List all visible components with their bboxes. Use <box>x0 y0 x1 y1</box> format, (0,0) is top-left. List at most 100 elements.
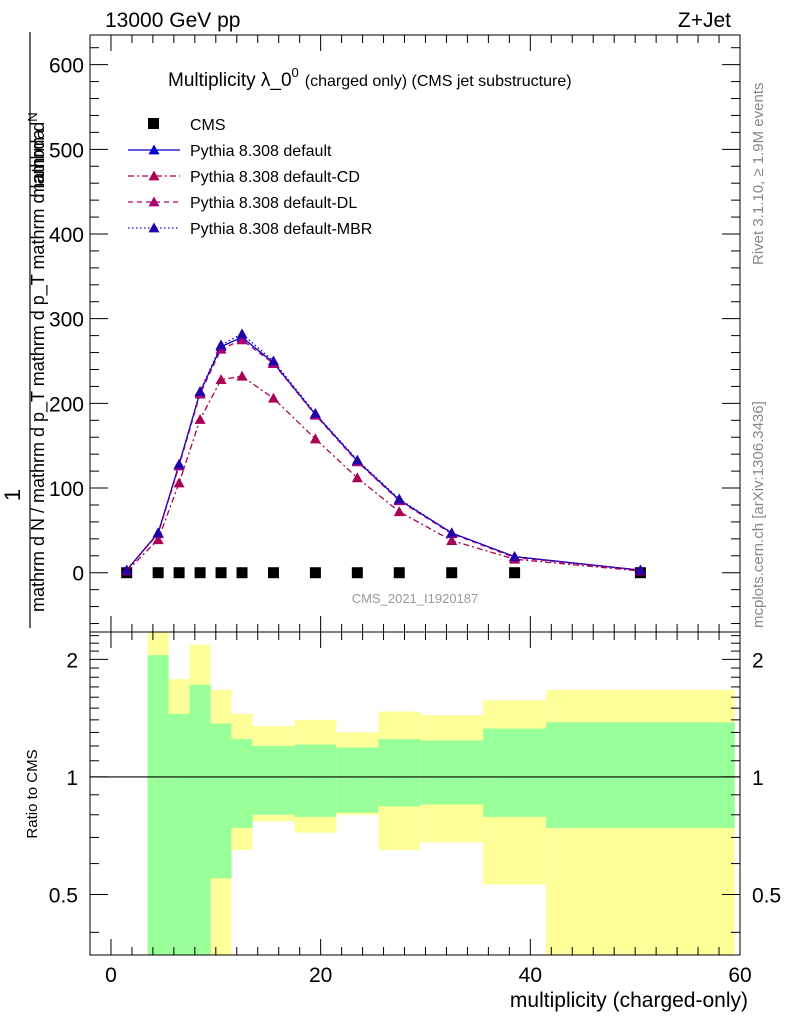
legend-marker-cms <box>148 118 159 129</box>
series-2-marker <box>194 413 206 424</box>
ratio-uncertainty-band-green <box>189 684 211 955</box>
series-2-marker <box>236 370 248 381</box>
x-tick-label: 20 <box>309 964 332 987</box>
ratio-uncertainty-band-green <box>168 713 190 955</box>
series-4-marker <box>215 339 227 350</box>
ratio-uncertainty-band-green <box>231 739 253 829</box>
main-axis-ticks: 0 100 200 300 400 500 600 <box>49 35 741 632</box>
cms-data-point <box>236 567 248 579</box>
main-y-tick-label: 100 <box>49 478 84 501</box>
series-2-marker <box>215 374 227 385</box>
series-4-marker <box>393 493 405 504</box>
series-4-marker <box>509 551 521 562</box>
series-2-marker <box>393 506 405 517</box>
ratio-uncertainty-band-green <box>210 723 232 879</box>
series-4-marker <box>194 386 206 396</box>
series-4-marker <box>309 408 321 418</box>
x-axis-label: multiplicity (charged-only) <box>510 989 748 1012</box>
series-2-marker <box>173 477 185 488</box>
legend-marker <box>148 170 160 181</box>
ratio-y-label: Ratio to CMS <box>24 749 41 838</box>
header-collision-label: 13000 GeV pp <box>105 9 240 32</box>
plot-title: Multiplicity λ_00(charged only) (CMS jet… <box>168 65 572 91</box>
legend-label: Pythia 8.308 default-DL <box>190 195 357 212</box>
main-series-group <box>121 328 646 579</box>
legend-label: CMS <box>190 117 226 134</box>
cms-data-point <box>152 567 164 579</box>
main-y-tick-label: 200 <box>49 393 84 416</box>
main-y-tick-label: 600 <box>49 55 84 78</box>
cms-data-point <box>446 567 458 579</box>
ratio-uncertainty-band-green <box>420 740 484 805</box>
analysis-watermark: CMS_2021_I1920187 <box>352 591 479 606</box>
legend: CMS Pythia 8.308 default Pythia 8.308 defa… <box>128 117 372 238</box>
series-2-marker <box>309 433 321 444</box>
ratio-axis-ticks: 0.5 0.51 12 20 20 40 60 <box>49 632 781 987</box>
cms-data-point <box>173 567 185 579</box>
series-4-marker <box>236 328 248 339</box>
series-1-line <box>126 336 641 571</box>
legend-label: Pythia 8.308 default <box>190 143 332 160</box>
series-4-line <box>126 333 641 571</box>
ratio-y-tick-label: 1 <box>66 767 78 790</box>
ratio-y-tick-label-right: 0.5 <box>752 885 781 908</box>
series-3-line <box>126 339 641 571</box>
main-plot: 0 100 200 300 400 500 600 Multiplicity λ_00(ch… <box>49 34 741 633</box>
ratio-uncertainty-band-green <box>294 744 337 817</box>
series-4-marker <box>121 564 133 575</box>
legend-marker <box>148 144 160 155</box>
cms-data-point <box>215 567 227 579</box>
cms-data-point <box>509 567 521 579</box>
ratio-uncertainty-band-green <box>147 655 169 955</box>
ratio-plot-frame <box>89 631 741 956</box>
mcplots-label: mcplots.cern.ch [arXiv:1306.3436] <box>750 401 767 628</box>
ratio-bands <box>147 632 735 955</box>
main-y-tick-label: 0 <box>72 563 84 586</box>
main-y-tick-label: 400 <box>49 224 84 247</box>
legend-label: Pythia 8.308 default-CD <box>190 169 360 186</box>
ratio-uncertainty-band-green <box>378 739 421 807</box>
series-3-marker <box>236 334 248 345</box>
series-2-marker <box>446 535 458 545</box>
x-tick-label: 40 <box>519 964 542 987</box>
legend-marker <box>148 222 160 233</box>
ratio-uncertainty-band-green <box>336 747 379 813</box>
main-y-axis-label: 1 mathrm dN mathrm d N / mathrm d p_T ma… <box>0 32 49 628</box>
ratio-y-tick-label: 2 <box>66 649 78 672</box>
series-4-marker <box>267 355 279 366</box>
rivet-version-label: Rivet 3.1.10, ≥ 1.9M events <box>750 83 767 266</box>
header-process-label: Z+Jet <box>678 9 731 32</box>
series-4-marker <box>634 564 646 575</box>
main-plot-frame <box>89 34 741 633</box>
y-label-numerator: mathrm dN <box>25 112 48 197</box>
y-label-denominator: mathrm d N / mathrm d p_T mathrm d p_T m… <box>28 129 49 612</box>
series-2-marker <box>267 392 279 403</box>
series-2-line <box>126 375 641 572</box>
ratio-uncertainty-band-green <box>252 746 295 815</box>
cms-data-point <box>309 567 321 579</box>
series-4-marker <box>351 454 363 465</box>
x-tick-label: 0 <box>105 964 117 987</box>
y-label-one: 1 <box>0 489 25 501</box>
main-y-tick-label: 300 <box>49 309 84 332</box>
ratio-uncertainty-band-green <box>546 722 735 829</box>
series-4-marker <box>446 527 458 538</box>
cms-data-point <box>267 567 279 579</box>
ratio-y-tick-label-right: 2 <box>752 649 764 672</box>
series-2-marker <box>152 534 164 545</box>
main-y-tick-label: 500 <box>49 139 84 162</box>
legend-label: Pythia 8.308 default-MBR <box>190 221 372 238</box>
ratio-plot: 0.5 0.51 12 20 20 40 60 Ratio to CMS multiplic… <box>24 631 781 1012</box>
cms-data-point <box>393 567 405 579</box>
ratio-y-tick-label: 0.5 <box>49 885 78 908</box>
legend-marker <box>148 196 160 207</box>
ratio-uncertainty-band-green <box>483 728 547 817</box>
x-tick-label: 60 <box>728 964 751 987</box>
cms-data-point <box>351 567 363 579</box>
ratio-y-tick-label-right: 1 <box>752 767 764 790</box>
series-4-marker <box>152 527 164 538</box>
series-4-marker <box>173 458 185 469</box>
cms-data-point <box>194 567 206 579</box>
series-2-marker <box>351 472 363 483</box>
